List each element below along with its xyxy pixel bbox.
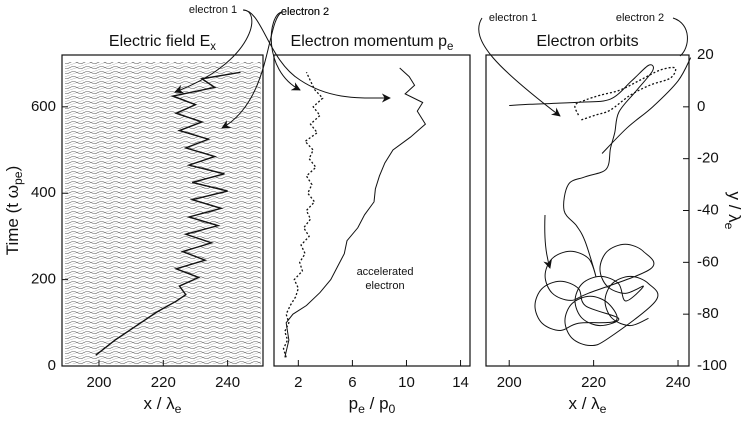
arrow [672, 17, 688, 57]
x-tick-label: 240 [215, 374, 240, 391]
annotation: electron 2 [616, 12, 664, 24]
label-part: 0 [389, 402, 396, 416]
y-axis-label: Time (t ωpe) [3, 166, 25, 256]
annotation: electron 2 [281, 6, 329, 18]
annotation: electron 2 [281, 6, 329, 18]
plot-frame [273, 54, 471, 367]
y-tick-label: -100 [697, 357, 727, 374]
x-tick-label: 2 [294, 374, 302, 391]
x-tick-label: 6 [348, 374, 356, 391]
arrow [174, 9, 253, 94]
x-axis-label: x / λe [569, 394, 607, 416]
x-tick-label: 10 [398, 374, 415, 391]
y-tick-label: 400 [31, 184, 56, 201]
x-axis-label: pe / p0 [349, 394, 396, 416]
y-tick-label: 200 [31, 271, 56, 288]
data-line [601, 57, 692, 154]
chart-title: Electron momentum pe [291, 33, 454, 53]
annotation: electron 1 [489, 12, 537, 24]
arrow [221, 11, 283, 129]
label-part: pe [11, 171, 25, 185]
label-part: x [210, 41, 216, 53]
arrow [270, 11, 301, 91]
label-part: e [600, 402, 607, 416]
y-tick-label: 600 [31, 98, 56, 115]
label-part: Time (t ω [3, 185, 22, 255]
y-tick-label: -80 [697, 305, 719, 322]
annotation: electron 1 [189, 4, 237, 16]
plot-frame [61, 54, 264, 367]
label-part: Electric field E [109, 33, 210, 50]
data-line [509, 64, 659, 347]
arrow [543, 214, 552, 269]
x-tick-label: 220 [581, 374, 606, 391]
x-tick-label: 14 [452, 374, 469, 391]
label-part: / p [365, 394, 389, 413]
arrow [478, 17, 561, 117]
label-part: e [358, 402, 365, 416]
chart-title: Electron orbits [536, 33, 638, 50]
y-tick-label: -20 [697, 150, 719, 167]
label-part: x / λ [144, 394, 176, 413]
arrow [242, 9, 391, 103]
y-tick-label: 0 [48, 357, 56, 374]
y-tick-label: 0 [697, 98, 705, 115]
x-tick-label: 200 [497, 374, 522, 391]
label-part: Electron momentum p [291, 33, 448, 50]
data-line [282, 72, 324, 358]
y-tick-label: 20 [697, 46, 714, 63]
x-axis-label: x / λe [144, 394, 182, 416]
label-part: e [722, 223, 736, 230]
data-line [574, 66, 677, 121]
x-tick-label: 200 [86, 374, 111, 391]
x-tick-label: 220 [151, 374, 176, 391]
annotation: electron [365, 280, 404, 292]
field-background [65, 62, 261, 364]
label-part: y / λ [725, 192, 744, 224]
label-part: x / λ [569, 394, 601, 413]
data-line [284, 67, 427, 358]
y-axis-label: y / λe [722, 192, 744, 230]
label-part: e [175, 402, 182, 416]
x-tick-label: 240 [666, 374, 691, 391]
label-part: ) [3, 166, 22, 172]
chart-title: Electric field Ex [109, 33, 216, 53]
label-part: e [447, 41, 453, 53]
label-part: Electron orbits [536, 33, 638, 50]
data-line [95, 71, 241, 356]
label-part: p [349, 394, 358, 413]
annotation: accelerated [357, 266, 414, 278]
y-tick-label: -40 [697, 201, 719, 218]
y-tick-label: -60 [697, 253, 719, 270]
